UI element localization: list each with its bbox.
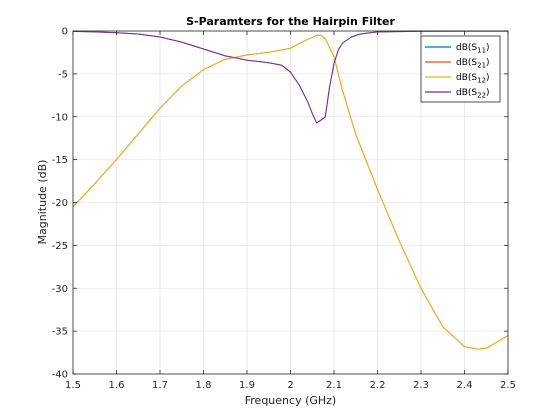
y-tick-label: -25 [52, 241, 68, 252]
legend-label-main: dB(S [456, 58, 477, 68]
legend-label: dB(S11) [456, 43, 490, 55]
x-tick-label: 2.1 [326, 380, 342, 391]
x-tick-label: 1.8 [196, 380, 212, 391]
legend-label: dB(S21) [456, 58, 490, 70]
legend-label: dB(S12) [456, 73, 490, 85]
x-tick-label: 1.7 [152, 380, 168, 391]
y-tick-label: -10 [52, 112, 68, 123]
legend-label-subscript: 22 [477, 92, 486, 100]
y-tick-label: -35 [52, 327, 68, 338]
x-axis-ticks: 1.5 1.6 1.7 1.8 1.9 2 2.1 2.2 2.3 2.4 2.5 [65, 31, 516, 391]
x-tick-label: 1.5 [65, 380, 81, 391]
legend-label-subscript: 21 [477, 62, 486, 70]
x-tick-label: 1.9 [239, 380, 255, 391]
y-tick-label: 0 [62, 27, 68, 38]
y-tick-label: -5 [58, 69, 68, 80]
x-tick-label: 2.3 [413, 380, 429, 391]
x-tick-label: 1.6 [109, 380, 125, 391]
y-tick-label: -15 [52, 155, 68, 166]
legend-label-tail: ) [486, 73, 490, 83]
y-axis-ticks: 0 -5 -10 -15 -20 -25 -30 -35 -40 [52, 27, 508, 381]
legend-label-tail: ) [486, 88, 490, 98]
x-tick-label: 2.5 [500, 380, 516, 391]
legend-label: dB(S22) [456, 88, 490, 100]
legend-label-tail: ) [486, 58, 490, 68]
legend-label-main: dB(S [456, 88, 477, 98]
legend-label-main: dB(S [456, 73, 477, 83]
chart-title: S-Paramters for the Hairpin Filter [186, 15, 395, 28]
x-tick-label: 2.2 [370, 380, 386, 391]
legend: dB(S11)dB(S21)dB(S12)dB(S22) [420, 35, 501, 103]
y-tick-label: -20 [52, 198, 68, 209]
legend-label-tail: ) [486, 43, 490, 53]
legend-label-subscript: 11 [477, 47, 486, 55]
x-tick-label: 2.4 [457, 380, 473, 391]
series-group [72, 30, 509, 350]
x-axis-label: Frequency (GHz) [245, 394, 336, 407]
y-tick-label: -40 [52, 370, 68, 381]
legend-label-main: dB(S [456, 43, 477, 53]
series-line-12 [72, 34, 509, 350]
series-line-22 [72, 30, 508, 124]
y-tick-label: -30 [52, 284, 68, 295]
y-axis-label: Magnitude (dB) [36, 160, 49, 245]
legend-label-subscript: 12 [477, 77, 486, 85]
x-tick-label: 2 [287, 380, 293, 391]
